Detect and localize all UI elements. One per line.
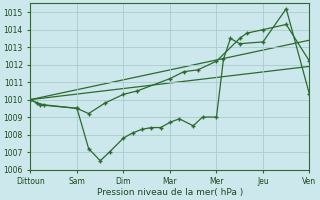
- X-axis label: Pression niveau de la mer( hPa ): Pression niveau de la mer( hPa ): [97, 188, 243, 197]
